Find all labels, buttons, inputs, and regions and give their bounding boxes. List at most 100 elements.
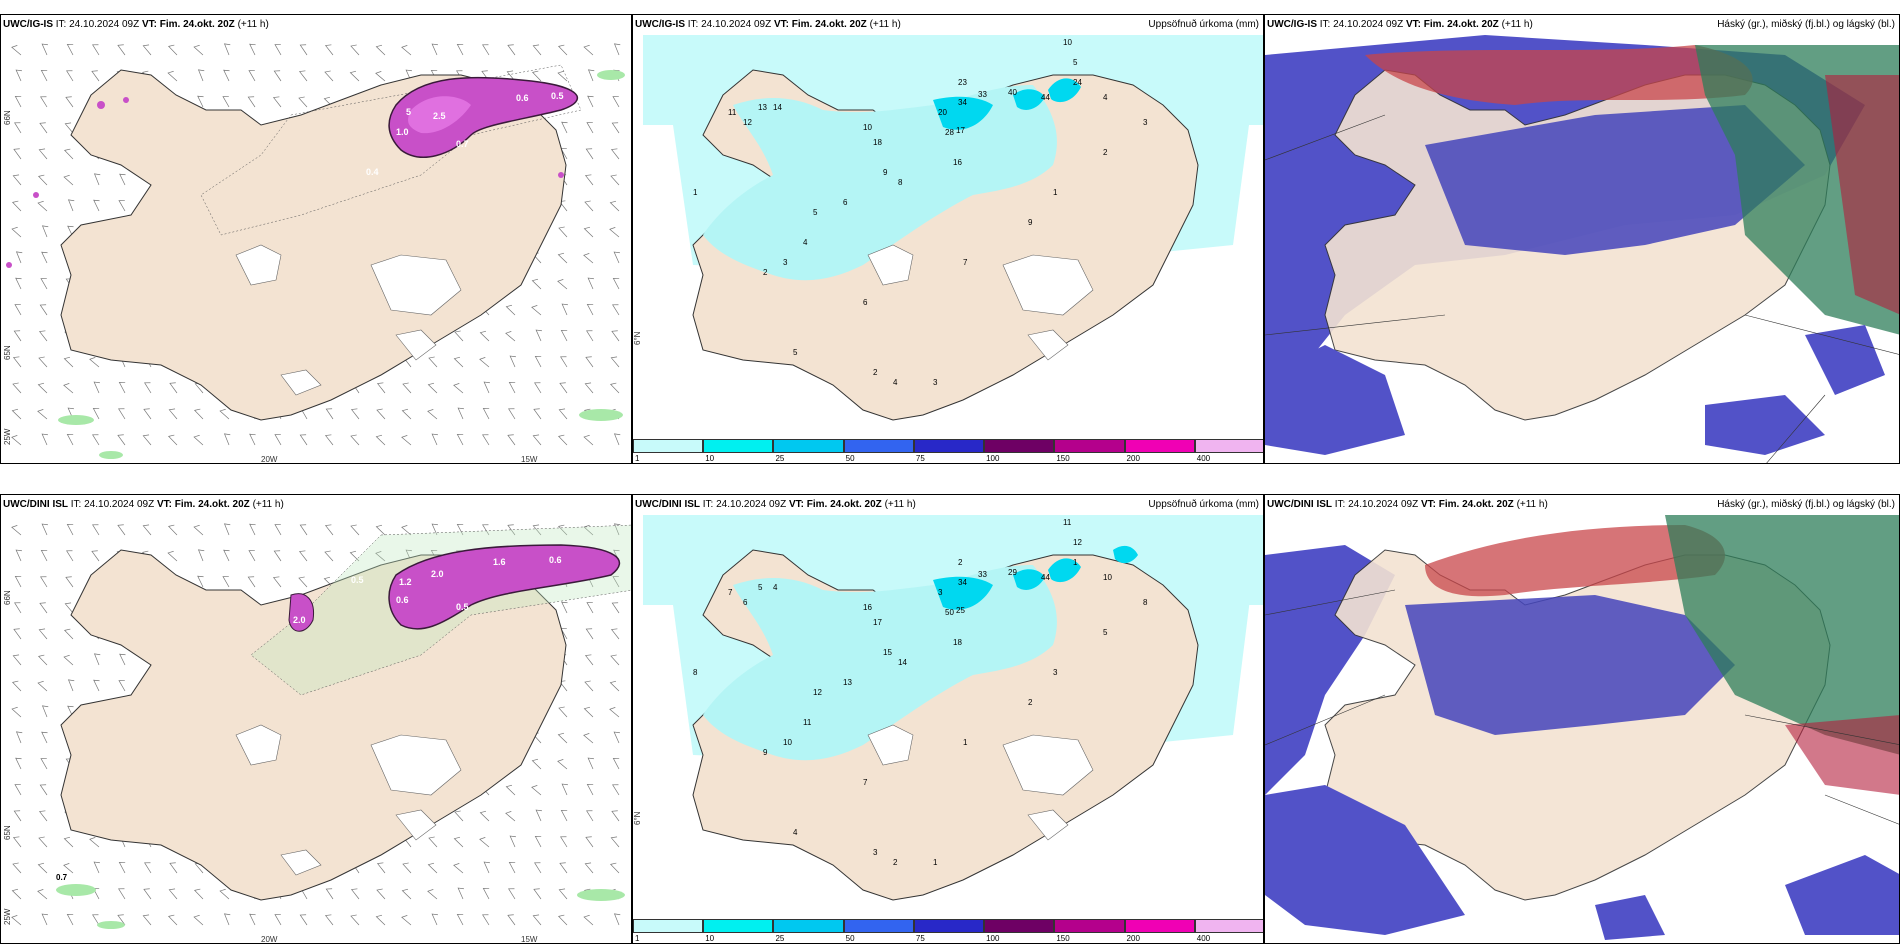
legend-swatch xyxy=(1194,439,1263,453)
precip-value: 1 xyxy=(1053,188,1058,197)
wind-barb xyxy=(11,408,22,420)
wind-barb xyxy=(11,888,22,900)
wind-barb xyxy=(15,757,22,770)
wind-barb xyxy=(557,759,568,770)
legend-tick: 150 xyxy=(1056,934,1070,943)
wind-barb xyxy=(431,523,438,536)
precip-value: 44 xyxy=(1041,573,1050,582)
wind-barb xyxy=(118,888,126,900)
wind-barb xyxy=(482,914,490,926)
wind-barb xyxy=(67,705,74,718)
wind-barb xyxy=(11,435,22,446)
wind-barb xyxy=(11,200,22,212)
wind-barb xyxy=(559,382,568,394)
wind-barb xyxy=(583,733,594,744)
wind-barb xyxy=(117,914,126,926)
wind-barb xyxy=(167,44,178,56)
wind-barb xyxy=(405,69,412,82)
wind-barb xyxy=(223,913,231,926)
wind-barb xyxy=(193,524,204,536)
wind-barb xyxy=(41,731,48,744)
wind-barb xyxy=(118,680,126,692)
legend-swatch xyxy=(913,439,985,453)
wind-barb xyxy=(583,434,594,446)
wind-barb xyxy=(92,434,100,446)
wind-barb xyxy=(584,382,594,394)
legend-tick: 1 xyxy=(635,454,640,463)
wind-barb xyxy=(65,576,74,588)
wind-barb xyxy=(143,888,152,900)
wind-barb xyxy=(298,550,308,562)
panel-bottom-middle-precip-map: UWC/DINI ISL IT: 24.10.2024 09Z VT: Fim.… xyxy=(632,494,1264,944)
wind-barb xyxy=(298,96,308,108)
wind-barb xyxy=(401,408,412,420)
wind-barb xyxy=(274,44,282,56)
green-streaks xyxy=(56,884,625,929)
wind-barb xyxy=(376,408,386,420)
wind-barb xyxy=(167,914,178,926)
wind-barb xyxy=(14,304,22,316)
wind-barb xyxy=(507,524,516,536)
wind-barb xyxy=(15,731,23,744)
wind-barb xyxy=(117,524,126,536)
wind-barb xyxy=(531,278,542,290)
wind-barb xyxy=(454,810,464,822)
wind-barb xyxy=(15,69,22,82)
wind-barb xyxy=(558,888,568,900)
wind-barb xyxy=(583,914,594,926)
precip-value: 8 xyxy=(898,178,903,187)
wind-barb-map: 2.0 1.6 0.6 1.2 0.6 0.5 2.0 0.5 0.7 xyxy=(11,523,631,929)
wind-barb xyxy=(558,226,568,238)
wind-barb xyxy=(610,148,620,160)
legend-tick: 25 xyxy=(775,454,785,463)
wind-barb xyxy=(66,524,74,536)
mid-cloud-east xyxy=(1785,715,1899,795)
wind-barb xyxy=(169,382,178,394)
wind-barb xyxy=(401,45,412,56)
wind-barb xyxy=(586,330,594,342)
wind-barb xyxy=(457,887,464,900)
wind-barb xyxy=(613,913,621,926)
icing-value: 2.5 xyxy=(433,111,446,121)
precip-value: 3 xyxy=(1143,118,1148,127)
precip-value: 40 xyxy=(1008,88,1017,97)
precip-value: 25 xyxy=(956,606,965,615)
wind-barb xyxy=(91,550,100,562)
wind-barb xyxy=(38,810,48,822)
wind-barb xyxy=(479,810,490,822)
wind-barb xyxy=(169,862,178,874)
wind-barb xyxy=(349,70,360,82)
wind-barb xyxy=(12,654,22,666)
icing-value: 0.7 xyxy=(56,873,68,882)
lat-label-66n: 66N xyxy=(3,590,12,605)
wind-barb xyxy=(63,863,74,874)
wind-barb xyxy=(66,70,74,82)
precip-value: 3 xyxy=(933,378,938,387)
wind-barb xyxy=(584,680,594,692)
wind-barb xyxy=(349,550,360,562)
wind-barb xyxy=(249,913,256,926)
cloud-map xyxy=(1265,15,1899,463)
wind-barb xyxy=(92,888,100,900)
precip-value: 6 xyxy=(863,298,868,307)
wind-barb xyxy=(350,408,360,420)
legend-swatch xyxy=(703,919,774,933)
wind-barb xyxy=(610,174,620,186)
wind-barb xyxy=(223,523,231,536)
icing-value: 0.7 xyxy=(456,139,469,149)
wind-barb xyxy=(12,174,22,186)
wind-barb xyxy=(11,226,22,238)
wind-barb xyxy=(12,836,22,848)
wind-barb xyxy=(67,225,74,238)
wind-barb xyxy=(609,227,620,238)
wind-barb xyxy=(532,914,542,926)
wind-barb xyxy=(609,680,620,692)
legend-swatch xyxy=(1124,439,1195,453)
wind-barb xyxy=(248,70,256,82)
wind-barb xyxy=(535,809,542,822)
legend-swatch xyxy=(773,919,844,933)
wind-barb xyxy=(40,96,48,108)
